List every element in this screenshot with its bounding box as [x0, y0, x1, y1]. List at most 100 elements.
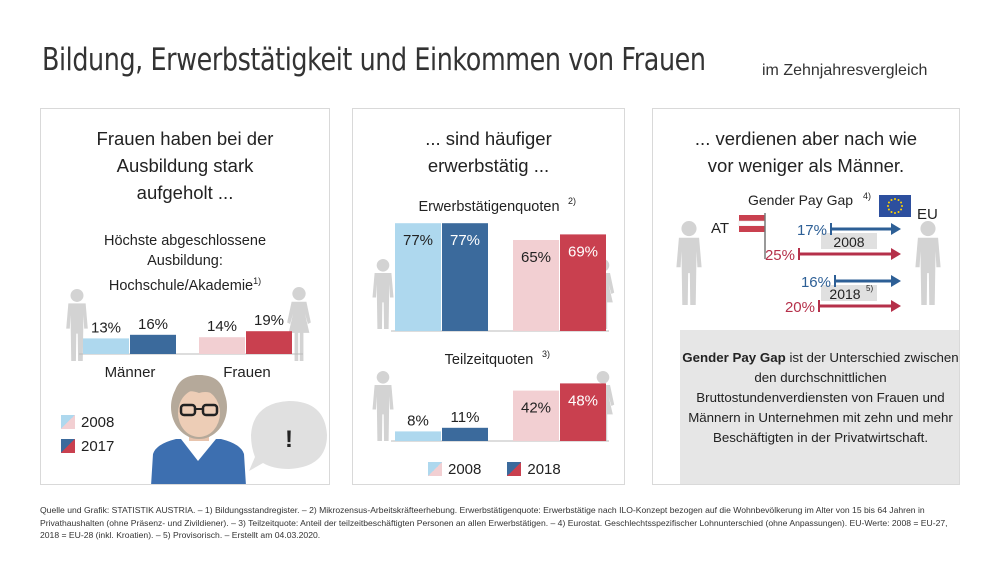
at-flag-stripe — [738, 220, 766, 227]
employment-rate-footnote: 2) — [568, 196, 576, 206]
pay-gap-chart: Gender Pay Gap 4) EU AT 2008 2018 5) 17%25% 16% 2… — [676, 191, 941, 316]
year-footnote-2018: 5) — [866, 284, 873, 293]
education-subheading-text: Höchste abgeschlossene Ausbildung: Hochs… — [103, 233, 267, 294]
legend-item-2008: 2008 — [428, 457, 481, 481]
eu-2018-arrow-arrowhead — [891, 275, 901, 287]
legend-swatch-2017 — [61, 439, 75, 453]
gender-pay-gap-footnote: 4) — [863, 191, 871, 201]
bar-label-männer-2017: 16% — [138, 316, 168, 333]
avatar-part — [151, 439, 246, 484]
at-flag-stripe — [739, 226, 765, 232]
eu-flag-star — [894, 198, 896, 200]
pay-gap-headline: ... verdienen aber nach wie vor weniger … — [694, 128, 918, 176]
bar-frauen-2008 — [199, 337, 245, 354]
at-2008-arrow-label: 25% — [765, 247, 795, 264]
eu-2008-arrow-label: 17% — [797, 222, 827, 239]
avatar-part — [178, 389, 220, 437]
at-2018-arrow-label: 20% — [785, 299, 815, 316]
bar-label-männer-2018: 77% — [450, 232, 480, 249]
bar-label-frauen-2017: 19% — [254, 312, 284, 329]
year-label-2018: 2018 — [829, 286, 860, 302]
employment-charts: Erwerbstätigenquoten 2) 77% 77% 65% 69% Teilze… — [372, 196, 615, 442]
category-label-maenner: Männer — [105, 364, 156, 381]
bar-label-männer-2008: 77% — [403, 232, 433, 249]
man-icon — [372, 371, 394, 441]
bar-label-frauen-2008: 65% — [521, 249, 551, 266]
year-label-2008: 2008 — [833, 234, 864, 250]
legend-swatch-2008 — [428, 462, 442, 476]
at-flag-icon — [739, 215, 765, 221]
education-subheading: Höchste abgeschlossene Ausbildung: Hochs… — [41, 231, 329, 296]
education-panel: Frauen haben bei der Ausbildung stark au… — [40, 108, 330, 485]
legend-label-2017: 2017 — [81, 437, 115, 455]
at-2008-arrow-arrowhead — [891, 248, 901, 260]
man-icon — [915, 221, 941, 305]
woman-icon — [287, 287, 311, 361]
employment-headline: ... sind häufiger erwerbstätig ... — [425, 128, 552, 176]
at-label: AT — [711, 220, 729, 237]
bar-label-teilzeit-frauen-2008: 42% — [521, 400, 551, 417]
eu-flag-star — [890, 198, 893, 201]
eu-flag-star — [887, 201, 890, 204]
legend-item-2008: 2008 — [61, 410, 114, 434]
page-title-wrap: Bildung, Erwerbstätigkeit und Einkommen … — [42, 42, 851, 78]
legend-item-2017: 2017 — [61, 434, 114, 458]
bar-label-männer-2008: 13% — [91, 319, 121, 336]
bar-label-frauen-2008: 14% — [207, 318, 237, 335]
man-icon — [372, 259, 394, 329]
bar-frauen-2017 — [246, 331, 292, 354]
pay-gap-definition-term: Gender Pay Gap — [682, 350, 786, 365]
legend-swatch-2018 — [507, 462, 522, 476]
eu-flag-star — [887, 208, 890, 211]
bar-teilzeit-frauen-2008 — [513, 390, 559, 441]
bar-label-frauen-2018: 69% — [568, 243, 598, 260]
bar-label-teilzeit-frauen-2018: 48% — [568, 392, 598, 409]
education-legend: 2008 2017 — [61, 410, 114, 458]
eu-flag-star — [897, 198, 900, 201]
eu-flag-star — [894, 212, 896, 214]
employment-rate-title: Erwerbstätigenquoten — [418, 199, 559, 215]
bar-frauen-2008 — [513, 240, 559, 331]
eu-flag-star — [901, 205, 903, 207]
bar-männer-2017 — [130, 334, 176, 354]
bar-label-teilzeit-männer-2008: 8% — [407, 412, 429, 429]
year-badge-2008 — [821, 233, 877, 249]
legend-label-2018: 2018 — [527, 460, 561, 478]
eu-flag-star — [887, 205, 889, 207]
avatar-part — [181, 439, 216, 461]
legend-label-2008: 2008 — [448, 460, 482, 478]
bar-teilzeit-frauen-2018 — [560, 383, 606, 441]
legend-swatch-2008 — [61, 415, 75, 429]
bar-teilzeit-männer-2018 — [442, 427, 488, 441]
man-icon — [676, 221, 702, 305]
education-headline: Frauen haben bei der Ausbildung stark au… — [96, 128, 274, 203]
footnote: Quelle und Grafik: STATISTIK AUSTRIA. – … — [40, 505, 948, 541]
eu-flag-icon — [879, 195, 911, 217]
eu-2018-arrow-label: 16% — [801, 274, 831, 291]
eu-flag-star — [900, 201, 903, 204]
bar-frauen-2018 — [560, 234, 606, 331]
education-chart: 13% 16% 14% 19% Männer Frauen! — [66, 287, 327, 484]
pay-gap-definition-text: ist der Unterschied zwischen den durchsc… — [688, 350, 959, 445]
bar-männer-2008 — [395, 223, 441, 331]
eu-flag-star — [900, 208, 903, 211]
at-2018-arrow-arrowhead — [891, 300, 901, 312]
employment-panel: ... sind häufiger erwerbstätig ... Erwer… — [352, 108, 625, 485]
bar-männer-2018 — [442, 223, 488, 331]
part-time-rate-title: Teilzeitquoten — [445, 352, 534, 368]
legend-label-2008: 2008 — [81, 413, 115, 431]
gender-pay-gap-title: Gender Pay Gap — [748, 192, 853, 208]
avatar-part — [173, 375, 225, 401]
eu-2008-arrow-arrowhead — [891, 223, 901, 235]
page-subtitle: im Zehnjahresvergleich — [762, 62, 928, 79]
eu-flag-star — [897, 211, 900, 214]
page-title: Bildung, Erwerbstätigkeit und Einkommen … — [42, 42, 706, 78]
speech-bubble-text: ! — [285, 426, 293, 453]
pay-gap-panel: ... verdienen aber nach wie vor weniger … — [652, 108, 960, 485]
bar-teilzeit-männer-2008 — [395, 431, 441, 441]
employment-legend: 2008 2018 — [428, 457, 561, 481]
education-footnote-marker: 1) — [253, 276, 262, 286]
bar-männer-2008 — [83, 338, 129, 354]
man-icon — [66, 289, 88, 361]
speech-bubble-icon — [249, 401, 327, 471]
